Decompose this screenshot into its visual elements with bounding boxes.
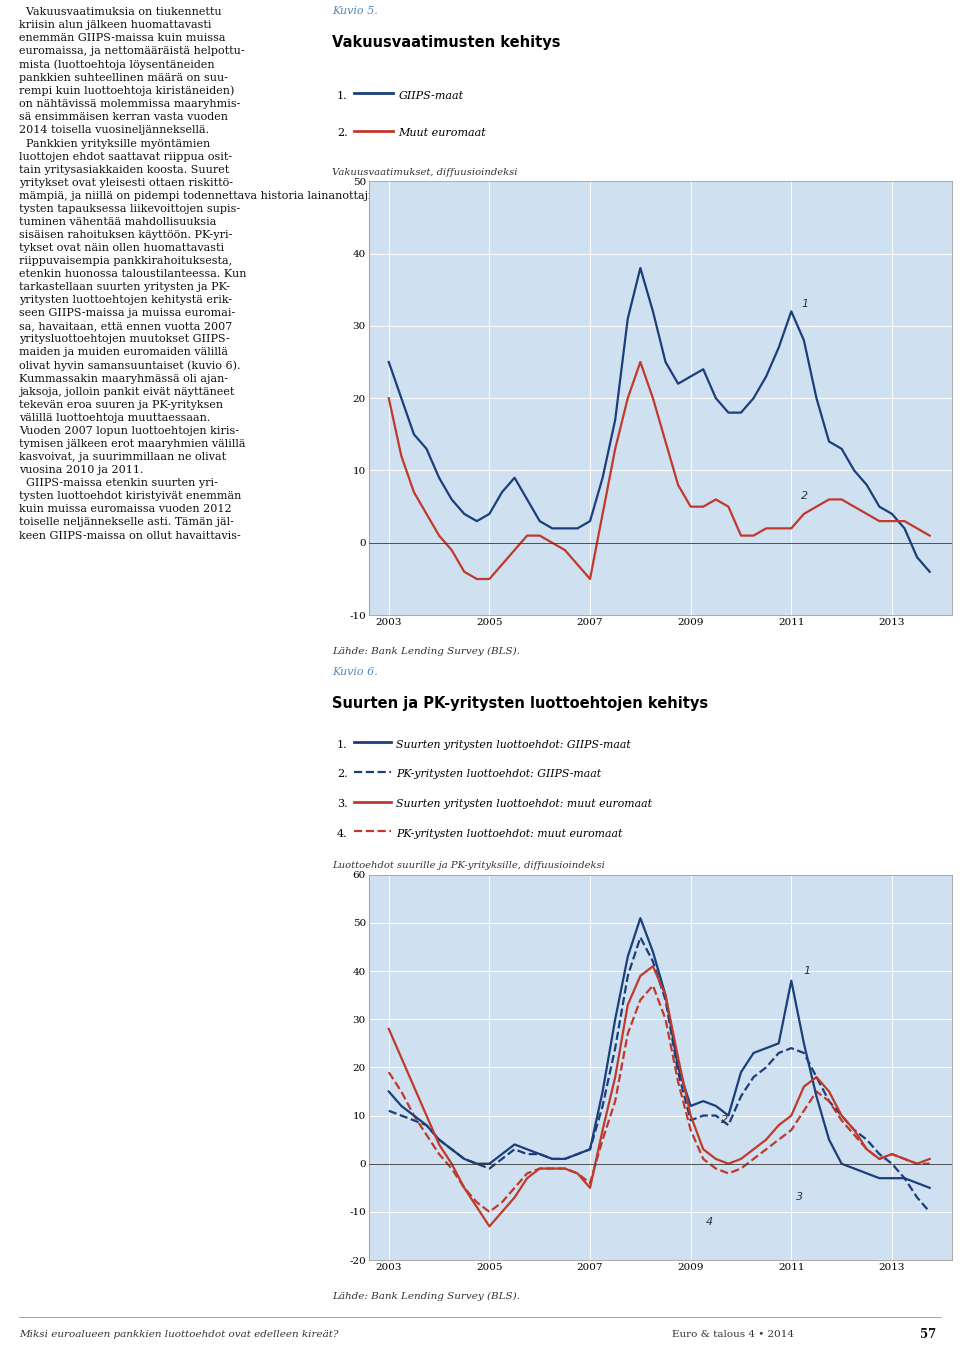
Text: Vakuusvaatimuksia on tiukennettu
kriisin alun jälkeen huomattavasti
enemmän GIIP: Vakuusvaatimuksia on tiukennettu kriisin… [19, 7, 459, 541]
Text: 3: 3 [797, 1192, 804, 1202]
Text: Miksi euroalueen pankkien luottoehdot ovat edelleen kireät?: Miksi euroalueen pankkien luottoehdot ov… [19, 1330, 339, 1338]
Text: Lähde: Bank Lending Survey (BLS).: Lähde: Bank Lending Survey (BLS). [332, 1291, 520, 1301]
Text: 1.: 1. [337, 740, 348, 749]
Text: PK-yritysten luottoehdot: GIIPS-maat: PK-yritysten luottoehdot: GIIPS-maat [396, 769, 602, 779]
Text: 4: 4 [706, 1217, 713, 1226]
Text: Muut euromaat: Muut euromaat [398, 128, 486, 138]
Text: 1.: 1. [337, 91, 348, 100]
Text: PK-yritysten luottoehdot: muut euromaat: PK-yritysten luottoehdot: muut euromaat [396, 829, 623, 838]
Text: 2.: 2. [337, 128, 348, 138]
Text: 4.: 4. [337, 829, 348, 838]
Text: Suurten yritysten luottoehdot: GIIPS-maat: Suurten yritysten luottoehdot: GIIPS-maa… [396, 740, 632, 749]
Text: 57: 57 [920, 1328, 936, 1341]
Text: Suurten ja PK-yritysten luottoehtojen kehitys: Suurten ja PK-yritysten luottoehtojen ke… [332, 696, 708, 711]
Text: Euro & talous 4 • 2014: Euro & talous 4 • 2014 [672, 1330, 794, 1338]
Text: Kuvio 5.: Kuvio 5. [332, 7, 378, 16]
Text: 2: 2 [721, 1115, 728, 1125]
Text: 3.: 3. [337, 799, 348, 808]
Text: 1: 1 [802, 299, 808, 310]
Text: Lähde: Bank Lending Survey (BLS).: Lähde: Bank Lending Survey (BLS). [332, 646, 520, 656]
Text: Luottoehdot suurille ja PK-yrityksille, diffuusioindeksi: Luottoehdot suurille ja PK-yrityksille, … [332, 861, 605, 871]
Text: 2: 2 [802, 491, 808, 500]
Text: 1: 1 [804, 967, 811, 976]
Text: Kuvio 6.: Kuvio 6. [332, 668, 378, 677]
Text: Vakuusvaatimusten kehitys: Vakuusvaatimusten kehitys [332, 35, 561, 50]
Text: 2.: 2. [337, 769, 348, 779]
Text: Vakuusvaatimukset, diffuusioindeksi: Vakuusvaatimukset, diffuusioindeksi [332, 168, 517, 177]
Text: Suurten yritysten luottoehdot: muut euromaat: Suurten yritysten luottoehdot: muut euro… [396, 799, 653, 808]
Text: GIIPS-maat: GIIPS-maat [398, 91, 464, 100]
